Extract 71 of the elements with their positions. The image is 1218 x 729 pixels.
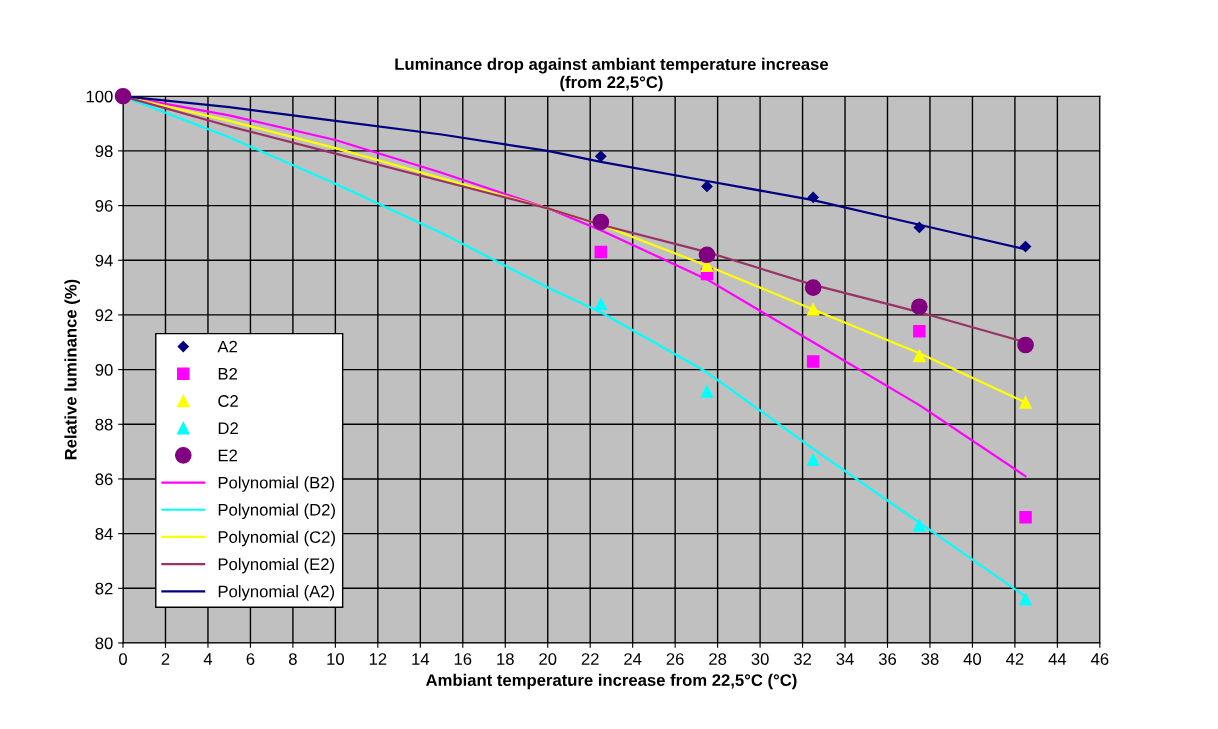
point	[114, 87, 132, 105]
x-tick-label: 46	[1090, 653, 1109, 665]
y-tick-label: 80	[95, 637, 113, 650]
point	[806, 355, 820, 368]
y-axis-title: Relative luminance (%)	[64, 279, 80, 460]
x-tick-label: 6	[246, 653, 255, 665]
y-tick-label: 100	[86, 90, 113, 103]
x-tick-label: 22	[581, 653, 599, 665]
x-tick-label: 34	[836, 653, 854, 665]
point	[913, 221, 925, 234]
point	[913, 325, 926, 338]
legend-label: Polynomial (B2)	[218, 476, 335, 492]
x-tick-label: 16	[454, 653, 472, 665]
point	[700, 385, 714, 398]
legend-label: Polynomial (C2)	[218, 530, 335, 547]
point	[804, 279, 822, 296]
point	[913, 349, 926, 363]
legend-label: B2	[218, 367, 237, 380]
x-tick-label: 42	[1006, 653, 1024, 665]
point	[913, 519, 926, 532]
y-tick-label: 84	[95, 528, 113, 540]
point	[1019, 510, 1032, 524]
x-tick-label: 0	[119, 653, 127, 665]
y-tick-label: 98	[95, 145, 113, 158]
x-tick-label: 28	[709, 653, 727, 665]
x-tick-label: 24	[624, 653, 642, 665]
legend-label: Polynomial (E2)	[218, 557, 335, 574]
point	[594, 297, 608, 311]
x-tick-label: 18	[497, 653, 514, 665]
y-tick-label: 96	[95, 199, 113, 212]
x-tick-label: 44	[1048, 653, 1067, 665]
point	[806, 453, 820, 467]
point	[592, 213, 610, 231]
point	[1019, 592, 1032, 606]
x-tick-label: 10	[327, 653, 344, 665]
point	[1019, 240, 1032, 253]
chart-title: Luminance drop against ambiant temperature increase (from 22,5°C)	[395, 57, 829, 92]
y-tick-label: 90	[95, 364, 113, 376]
y-tick-label: 88	[95, 418, 113, 431]
x-tick-label: 30	[751, 653, 769, 665]
point	[1019, 396, 1032, 409]
x-tick-label: 26	[666, 653, 684, 665]
legend-label: D2	[218, 422, 238, 434]
x-tick-label: 38	[921, 653, 939, 665]
x-tick-label: 32	[793, 653, 811, 665]
point	[594, 245, 608, 259]
legend-label: Polynomial (D2)	[218, 503, 335, 520]
x-tick-label: 12	[369, 653, 387, 665]
y-tick-label: 92	[95, 309, 113, 322]
point	[911, 298, 928, 316]
point	[1017, 336, 1034, 354]
point	[807, 191, 819, 203]
y-tick-label: 82	[95, 582, 113, 595]
x-tick-label: 2	[161, 653, 170, 665]
point	[595, 150, 607, 162]
x-tick-label: 36	[878, 653, 897, 665]
legend-label: Polynomial (A2)	[218, 585, 335, 601]
x-tick-label: 14	[412, 653, 430, 665]
legend-label: C2	[218, 395, 238, 407]
legend-label: A2	[217, 340, 237, 353]
legend-label: E2	[218, 449, 237, 462]
point	[698, 246, 716, 264]
point	[806, 303, 820, 316]
x-tick-label: 40	[963, 653, 982, 665]
x-tick-label: 4	[203, 653, 213, 665]
x-tick-label: 8	[288, 653, 297, 665]
x-axis-title: Ambiant temperature increase from 22,5°C (°C)	[425, 673, 797, 690]
y-tick-label: 86	[95, 473, 113, 486]
x-tick-label: 20	[539, 653, 557, 665]
y-tick-label: 94	[95, 254, 113, 267]
point	[701, 180, 713, 193]
